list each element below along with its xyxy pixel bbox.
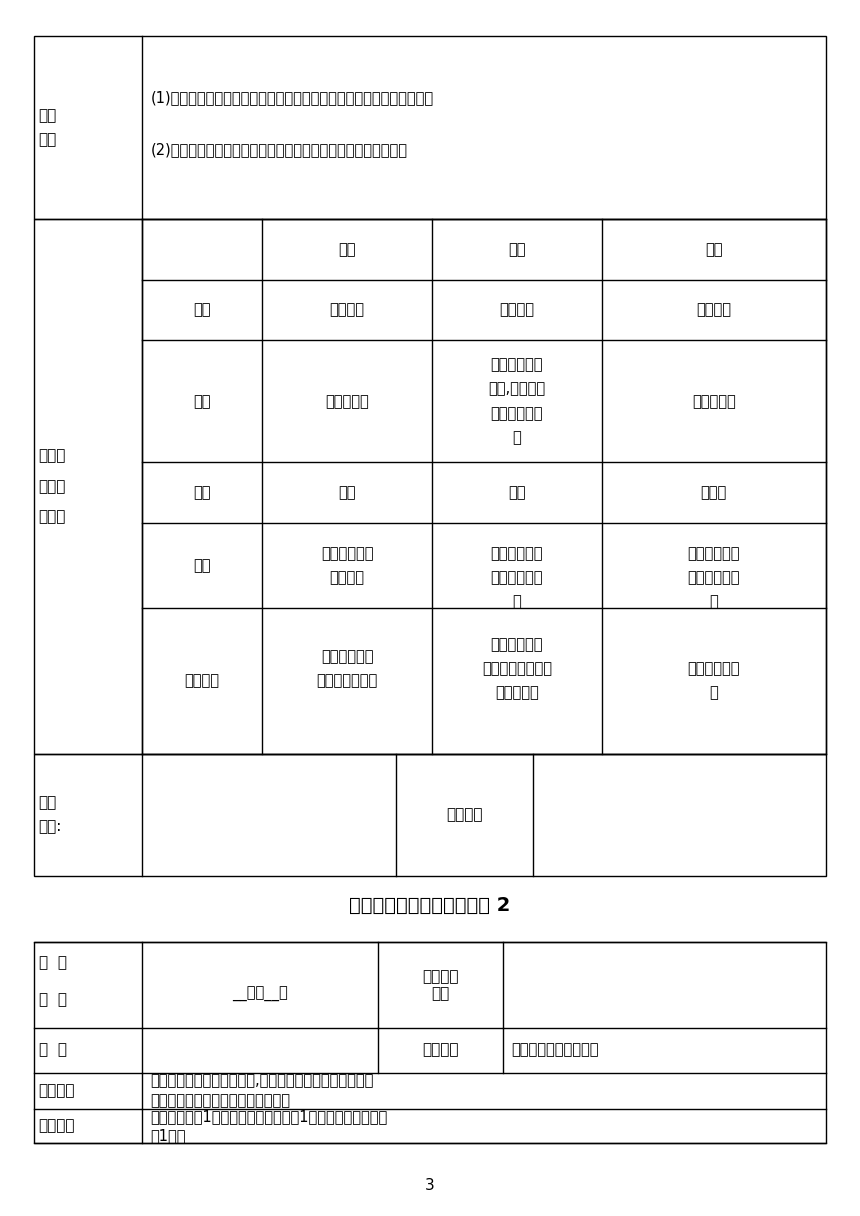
Text: 花生: 花生 — [508, 242, 525, 257]
Text: 黄色: 黄色 — [508, 485, 525, 500]
Text: 或结论: 或结论 — [39, 510, 66, 524]
Text: 个头较大: 个头较大 — [697, 303, 731, 317]
Text: __年级__班: __年级__班 — [232, 987, 288, 1002]
Bar — [34, 754, 826, 876]
Text: 指导: 指导 — [39, 795, 57, 810]
Text: 鱼化石标本（1个）、植物化石标本（1个）、海螺化石标本: 鱼化石标本（1个）、植物化石标本（1个）、海螺化石标本 — [150, 1109, 388, 1124]
Text: 平的纵沟状条: 平的纵沟状条 — [687, 570, 740, 585]
Text: 路: 路 — [513, 595, 521, 609]
Text: 3: 3 — [425, 1178, 435, 1193]
Text: 都是扁圆形: 都是扁圆形 — [692, 394, 735, 409]
Text: 分为果肉和种: 分为果肉和种 — [687, 662, 740, 676]
Text: 橘红色: 橘红色 — [701, 485, 727, 500]
Text: 纹: 纹 — [710, 595, 718, 609]
Text: 皮、胚芽、胚轴、: 皮、胚芽、胚轴、 — [482, 662, 552, 676]
Text: 分为红色的种: 分为红色的种 — [490, 637, 544, 652]
Text: 有的两个椭圆: 有的两个椭圆 — [490, 358, 544, 372]
Text: 评定等级: 评定等级 — [446, 807, 482, 822]
Bar — [34, 219, 826, 754]
Text: 实验名称: 实验名称 — [422, 1042, 459, 1058]
Text: 教师:: 教师: — [39, 820, 62, 834]
Text: 大小: 大小 — [194, 303, 211, 317]
Text: 班  级: 班 级 — [39, 992, 67, 1007]
Text: 实验: 实验 — [39, 108, 57, 123]
Text: 外壳上有凸凸: 外壳上有凸凸 — [490, 546, 544, 561]
Text: 实验目的: 实验目的 — [39, 1083, 75, 1098]
Text: (2)用小刀分别将黄豆、花生和南瓜切开，观察比较其内部构造。: (2)用小刀分别将黄豆、花生和南瓜切开，观察比较其内部构造。 — [150, 142, 408, 157]
Text: 子: 子 — [710, 686, 718, 700]
Text: 种皮光滑，有: 种皮光滑，有 — [321, 546, 373, 561]
Text: 形状: 形状 — [194, 394, 211, 409]
Text: 内部构造: 内部构造 — [185, 674, 219, 688]
Text: 胚根和子叶: 胚根和子叶 — [495, 686, 538, 700]
Text: 表面有凹凸不: 表面有凹凸不 — [687, 546, 740, 561]
Text: 相连,有的三个: 相连,有的三个 — [488, 382, 545, 396]
Text: （1个）: （1个） — [150, 1128, 186, 1143]
Bar — [34, 942, 826, 1143]
Text: 都是近球形: 都是近球形 — [325, 394, 369, 409]
Text: 轴、胚根和子叶: 轴、胚根和子叶 — [316, 674, 378, 688]
Text: 黄豆: 黄豆 — [338, 242, 356, 257]
Text: 黄色: 黄色 — [338, 485, 356, 500]
Bar — [34, 36, 826, 219]
Text: 步骤: 步骤 — [39, 133, 57, 147]
Text: 它们是哪类生物的化石: 它们是哪类生物的化石 — [512, 1042, 599, 1058]
Text: 大小不等: 大小不等 — [500, 303, 534, 317]
Text: 一个种府: 一个种府 — [329, 570, 365, 585]
Text: 时  间: 时 间 — [39, 1042, 67, 1058]
Text: 分为胚芽、胚: 分为胚芽、胚 — [321, 649, 373, 664]
Text: (1)分别观察同一品种的黄豆、花生和南瓜的大小、形状、颜色、表皮。: (1)分别观察同一品种的黄豆、花生和南瓜的大小、形状、颜色、表皮。 — [150, 90, 433, 105]
Text: 南瓜: 南瓜 — [705, 242, 722, 257]
Text: 的现象: 的现象 — [39, 479, 66, 494]
Text: 的相似性状，确定古生物化石种类。: 的相似性状，确定古生物化石种类。 — [150, 1093, 291, 1108]
Text: 观察到: 观察到 — [39, 449, 66, 463]
Text: 学  校: 学 校 — [39, 956, 67, 970]
Text: 表皮: 表皮 — [194, 558, 211, 573]
Text: 颜色: 颜色 — [194, 485, 211, 500]
Text: 不平的网状纹: 不平的网状纹 — [490, 570, 544, 585]
Text: 通过观察标本和查阅的资料,找到古生物化石和现代的生物: 通过观察标本和查阅的资料,找到古生物化石和现代的生物 — [150, 1074, 374, 1088]
Text: 或四个椭圆相: 或四个椭圆相 — [490, 406, 544, 421]
Text: 连: 连 — [513, 430, 521, 445]
Text: 都是小粒: 都是小粒 — [329, 303, 365, 317]
Text: 六年级下册科学实验报告单 2: 六年级下册科学实验报告单 2 — [349, 896, 511, 916]
Text: 实验小组
成员: 实验小组 成员 — [422, 969, 459, 1001]
Text: 实验器材: 实验器材 — [39, 1119, 75, 1133]
